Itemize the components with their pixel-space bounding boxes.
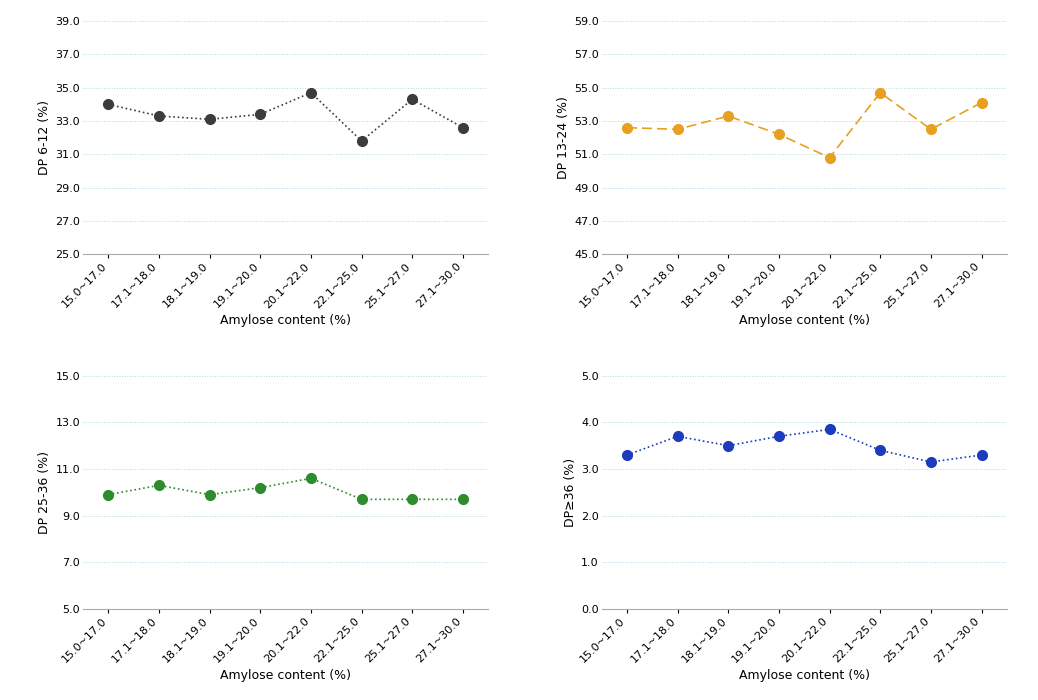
Y-axis label: DP 25-36 (%): DP 25-36 (%) (38, 451, 52, 534)
Y-axis label: DP 13-24 (%): DP 13-24 (%) (556, 96, 570, 179)
X-axis label: Amylose content (%): Amylose content (%) (220, 314, 351, 327)
X-axis label: Amylose content (%): Amylose content (%) (739, 668, 870, 682)
X-axis label: Amylose content (%): Amylose content (%) (220, 668, 351, 682)
Y-axis label: DP≥36 (%): DP≥36 (%) (564, 458, 577, 527)
Y-axis label: DP 6-12 (%): DP 6-12 (%) (38, 100, 51, 175)
X-axis label: Amylose content (%): Amylose content (%) (739, 314, 870, 327)
